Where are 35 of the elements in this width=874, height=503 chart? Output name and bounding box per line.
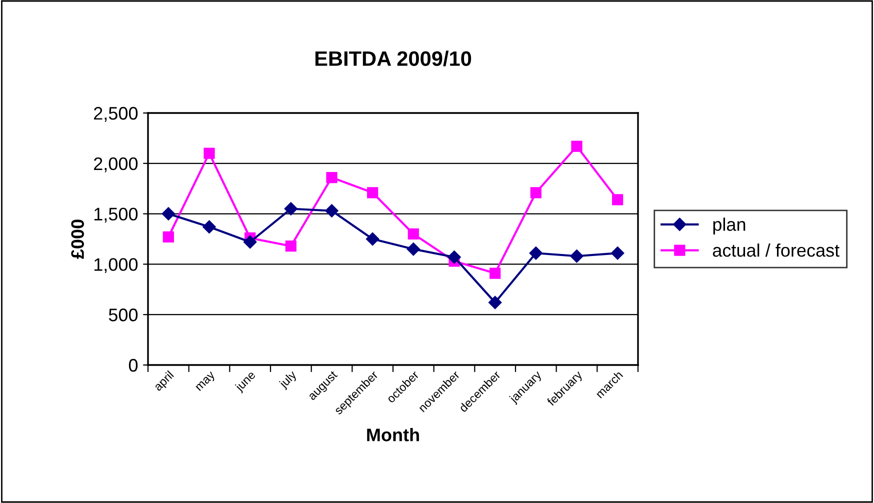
- point: [571, 140, 582, 152]
- x-tick-label: july: [278, 370, 299, 390]
- point: [202, 220, 216, 234]
- y-tick-label: 500: [108, 308, 138, 322]
- point: [243, 235, 257, 249]
- y-axis-title: £000: [71, 220, 84, 259]
- legend-label: actual / forecast: [712, 244, 840, 257]
- point: [610, 246, 624, 260]
- point: [367, 187, 378, 198]
- y-tick-label: 2,000: [94, 157, 138, 172]
- point: [408, 228, 419, 240]
- point: [325, 204, 338, 218]
- y-tick-label: 1,500: [94, 208, 138, 223]
- point: [162, 207, 176, 220]
- point: [162, 231, 174, 243]
- point: [529, 246, 543, 260]
- chart-title: EBITDA 2009/10: [315, 50, 472, 66]
- point: [490, 268, 501, 279]
- x-tick-label: may: [196, 371, 218, 393]
- x-axis-title: Month: [367, 428, 419, 442]
- point: [448, 250, 461, 264]
- y-tick-label: 1,000: [94, 258, 138, 274]
- point: [284, 202, 298, 216]
- point: [570, 250, 584, 263]
- y-tick-label: 2,500: [94, 106, 138, 122]
- point: [285, 240, 296, 252]
- point: [326, 172, 338, 184]
- point: [366, 232, 380, 246]
- point: [406, 242, 420, 256]
- point: [530, 187, 542, 198]
- point: [204, 148, 215, 159]
- point: [612, 194, 624, 206]
- legend-label: plan: [713, 218, 746, 234]
- point: [488, 296, 502, 310]
- y-tick-label: 0: [128, 358, 138, 372]
